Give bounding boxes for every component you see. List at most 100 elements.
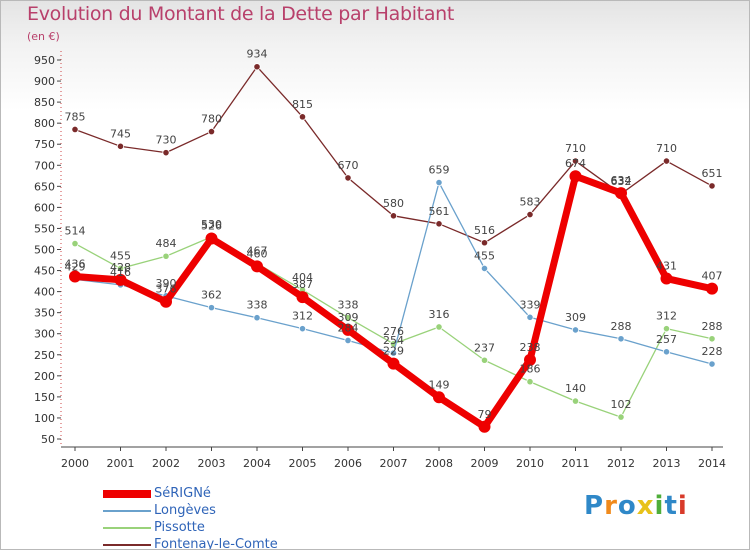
data-label: 254 (383, 334, 404, 347)
data-label: 149 (429, 378, 450, 391)
data-point (251, 260, 263, 273)
proxiti-logo: Proxiti (584, 491, 688, 521)
data-label: 288 (611, 320, 632, 333)
data-point (162, 252, 170, 260)
x-tick-label: 2003 (198, 457, 226, 470)
y-tick-label: 550 (34, 222, 55, 235)
data-point (207, 127, 216, 136)
data-point (526, 313, 534, 321)
x-tick-label: 2007 (380, 457, 408, 470)
y-tick-label: 250 (34, 349, 55, 362)
data-label: 390 (156, 277, 177, 290)
data-label: 516 (474, 224, 495, 237)
data-label: 730 (156, 134, 177, 147)
data-point (162, 149, 170, 157)
data-point (342, 323, 354, 336)
data-label: 455 (474, 249, 495, 262)
data-point (389, 349, 398, 357)
data-label: 186 (520, 363, 541, 376)
data-label: 710 (656, 142, 677, 155)
data-point (708, 182, 716, 190)
data-label: 659 (429, 164, 450, 177)
data-label: 428 (110, 261, 131, 274)
data-point (662, 325, 671, 333)
logo-letter: x (636, 491, 655, 521)
data-label: 780 (201, 113, 222, 126)
data-point (116, 142, 125, 150)
y-tick-label: 150 (34, 391, 55, 404)
data-label: 284 (338, 321, 359, 334)
data-label: 276 (383, 325, 404, 338)
data-label: 316 (429, 308, 450, 321)
data-label: 580 (383, 197, 404, 210)
x-tick-label: 2001 (107, 457, 135, 470)
data-label: 815 (292, 98, 313, 111)
data-point (298, 325, 307, 333)
y-tick-label: 200 (34, 370, 55, 383)
data-point (617, 413, 625, 421)
x-tick-label: 2008 (425, 457, 453, 470)
y-tick-label: 850 (34, 96, 55, 109)
legend-swatch-serigne (103, 489, 151, 498)
legend-label-serigne: SéRIGNé (154, 486, 211, 501)
logo-letter: r (604, 491, 618, 521)
data-point (660, 272, 673, 285)
data-label: 634 (611, 174, 632, 187)
data-label: 436 (65, 257, 86, 270)
legend-item-longeves: Longèves (103, 502, 278, 519)
chart-title: Evolution du Montant de la Dette par Hab… (27, 3, 455, 25)
data-label: 312 (656, 310, 677, 323)
data-point (708, 335, 716, 343)
data-point (526, 378, 534, 386)
data-point (480, 356, 489, 364)
data-point (480, 264, 489, 273)
legend-label-longeves: Longèves (154, 503, 216, 518)
series-s-rign- (69, 170, 718, 433)
data-label: 431 (656, 260, 677, 273)
legend-swatch-longeves (103, 509, 151, 512)
data-point (435, 178, 443, 187)
data-point (480, 239, 489, 247)
legend: SéRIGNé Longèves Pissotte Fontenay-le-Co… (103, 485, 278, 549)
series-long-ves (71, 178, 716, 368)
y-tick-label: 50 (41, 433, 55, 446)
data-label: 632 (611, 175, 632, 188)
legend-swatch-pissotte (103, 526, 151, 529)
data-label: 526 (201, 220, 222, 233)
data-point (569, 170, 582, 183)
data-label: 484 (156, 237, 177, 250)
data-label: 309 (565, 311, 586, 324)
data-label: 670 (338, 159, 359, 172)
data-point (298, 113, 307, 121)
data-label: 309 (338, 311, 359, 324)
data-label: 339 (520, 298, 541, 311)
data-label: 710 (565, 142, 586, 155)
chart-axes: 50 100 150 200 250 300 350 400 450 500 550 600 650 70… (34, 51, 726, 470)
data-label: 312 (292, 310, 313, 323)
y-tick-label: 500 (34, 244, 55, 257)
y-tick-label: 100 (34, 412, 55, 425)
data-label: 583 (520, 196, 541, 209)
series-fontenay-le-comte (71, 63, 716, 247)
data-point (387, 357, 400, 370)
data-point (205, 232, 218, 245)
data-point (71, 240, 79, 248)
data-label: 785 (65, 110, 86, 123)
data-point (478, 420, 491, 433)
data-label: 467 (247, 244, 268, 257)
y-tick-label: 900 (34, 75, 55, 88)
data-label: 561 (429, 205, 450, 218)
data-label: 376 (156, 283, 177, 296)
x-tick-label: 2012 (607, 457, 635, 470)
chart-subtitle: (en €) (27, 30, 60, 43)
data-label: 288 (702, 320, 723, 333)
data-label: 416 (110, 266, 131, 279)
data-point (433, 391, 445, 404)
data-label: 79 (478, 408, 492, 421)
y-tick-label: 800 (34, 117, 55, 130)
data-point (662, 348, 671, 356)
data-point (526, 210, 534, 219)
legend-label-pissotte: Pissotte (154, 520, 205, 535)
data-label: 338 (338, 299, 359, 312)
